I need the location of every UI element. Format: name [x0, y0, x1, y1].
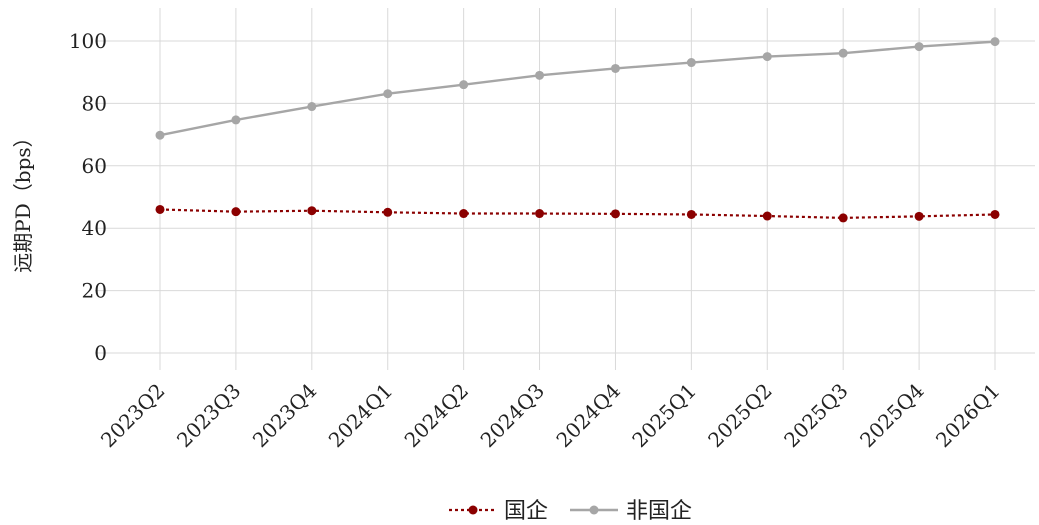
- series-line: [159, 40, 996, 137]
- data-point[interactable]: [459, 80, 469, 90]
- x-tick-label: 2024Q2: [400, 379, 474, 453]
- x-tick-label: 2024Q1: [324, 379, 398, 453]
- y-tick-label: 0: [94, 341, 107, 365]
- x-tick-label: 2023Q3: [172, 379, 246, 453]
- y-tick-label: 100: [69, 29, 107, 53]
- data-point[interactable]: [838, 213, 848, 223]
- x-tick-label: 2024Q3: [476, 379, 550, 453]
- y-axis-ticks: 0 20 40 60 80 100: [69, 29, 107, 365]
- data-point[interactable]: [231, 115, 241, 125]
- data-point[interactable]: [231, 207, 241, 217]
- data-point[interactable]: [610, 63, 620, 73]
- data-point[interactable]: [990, 37, 1000, 47]
- series-layer: [155, 37, 1000, 223]
- series-soe: [155, 204, 1000, 223]
- legend-label-soe: 国企: [504, 499, 548, 524]
- series-line: [159, 208, 996, 220]
- data-point[interactable]: [307, 102, 317, 112]
- data-point[interactable]: [762, 52, 772, 62]
- series-non-soe: [155, 37, 1000, 140]
- x-tick-label: 2025Q4: [855, 379, 929, 453]
- data-point[interactable]: [914, 211, 924, 221]
- x-tick-label: 2025Q1: [627, 379, 701, 453]
- data-point[interactable]: [383, 89, 393, 99]
- data-point[interactable]: [307, 206, 317, 216]
- data-point[interactable]: [155, 204, 165, 214]
- grid: [95, 8, 1035, 370]
- data-point[interactable]: [383, 207, 393, 217]
- legend-marker-non-soe: [589, 505, 599, 515]
- data-point[interactable]: [686, 209, 696, 219]
- data-point[interactable]: [914, 42, 924, 52]
- legend-item-soe[interactable]: 国企: [449, 499, 548, 524]
- x-tick-label: 2026Q1: [931, 379, 1005, 453]
- y-tick-label: 80: [82, 91, 107, 115]
- x-tick-label: 2024Q4: [551, 379, 625, 453]
- data-point[interactable]: [459, 209, 469, 219]
- data-point[interactable]: [535, 70, 545, 80]
- x-axis-ticks: 2023Q2 2023Q3 2023Q4 2024Q1 2024Q2 2024Q3 2024…: [96, 379, 1005, 453]
- x-tick-label: 2023Q2: [96, 379, 170, 453]
- data-point[interactable]: [990, 209, 1000, 219]
- y-tick-label: 40: [82, 216, 107, 240]
- data-point[interactable]: [762, 211, 772, 221]
- legend: 国企 非国企: [449, 499, 692, 524]
- legend-label-non-soe: 非国企: [626, 499, 692, 524]
- x-tick-label: 2025Q2: [703, 379, 777, 453]
- data-point[interactable]: [535, 209, 545, 219]
- data-point[interactable]: [838, 48, 848, 58]
- data-point[interactable]: [155, 130, 165, 140]
- x-tick-label: 2023Q4: [248, 379, 322, 453]
- data-point[interactable]: [686, 58, 696, 68]
- legend-marker-soe: [468, 505, 478, 515]
- data-point[interactable]: [610, 209, 620, 219]
- legend-item-non-soe[interactable]: 非国企: [570, 499, 692, 524]
- x-tick-label: 2025Q3: [779, 379, 853, 453]
- y-axis-label: 远期PD（bps）: [11, 127, 35, 272]
- y-tick-label: 60: [82, 154, 107, 178]
- y-tick-label: 20: [82, 279, 107, 303]
